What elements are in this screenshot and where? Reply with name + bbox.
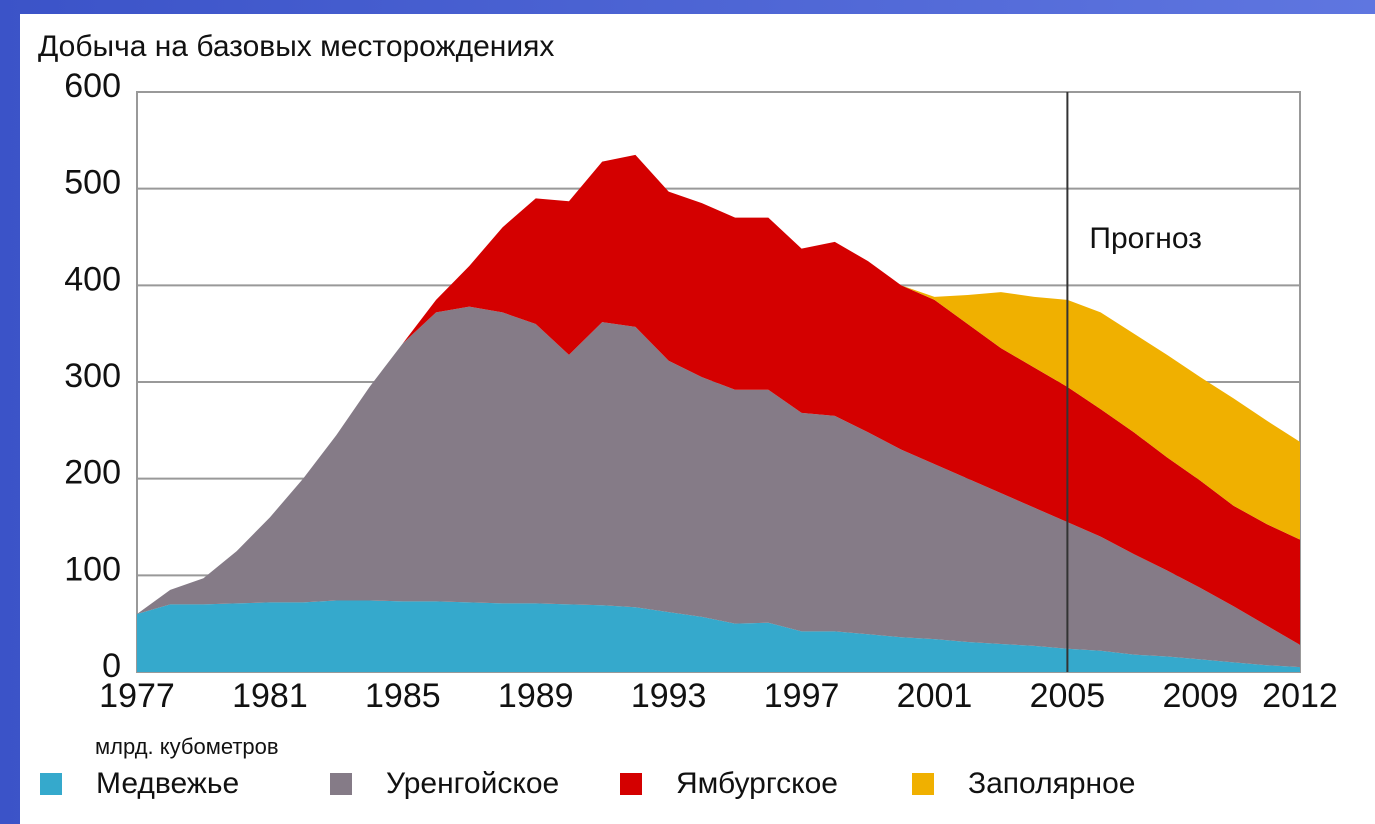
legend-label: Медвежье — [96, 767, 239, 800]
area — [137, 600, 1300, 672]
legend-swatch — [620, 773, 642, 795]
y-tick-label: 200 — [64, 454, 121, 492]
x-tick-label: 1981 — [232, 677, 308, 715]
legend-label: Уренгойское — [386, 767, 559, 800]
x-tick-label: 1985 — [365, 677, 441, 715]
chart-title: Добыча на базовых месторождениях — [38, 30, 554, 63]
x-tick-label: 2009 — [1162, 677, 1238, 715]
y-tick-label: 100 — [64, 550, 121, 588]
annotation: Прогноз — [1089, 222, 1202, 255]
y-tick-label: 500 — [64, 164, 121, 202]
y-tick-label: 300 — [64, 357, 121, 395]
x-tick-label: 1977 — [99, 677, 175, 715]
x-tick-label: 2001 — [897, 677, 973, 715]
x-tick-label: 1997 — [764, 677, 840, 715]
y-tick-label: 400 — [64, 260, 121, 298]
x-tick-label: 2005 — [1030, 677, 1106, 715]
legend-swatch — [330, 773, 352, 795]
x-tick-label: 1989 — [498, 677, 574, 715]
y-tick-label: 0 — [102, 647, 121, 685]
y-tick-label: 600 — [64, 67, 121, 105]
y-axis-label: млрд. кубометров — [95, 734, 279, 759]
legend-label: Ямбургское — [676, 767, 838, 800]
x-tick-label: 2012 — [1262, 677, 1338, 715]
area — [137, 306, 1300, 668]
legend-swatch — [912, 773, 934, 795]
legend-swatch — [40, 773, 62, 795]
legend-label: Заполярное — [968, 767, 1135, 800]
x-tick-label: 1993 — [631, 677, 707, 715]
